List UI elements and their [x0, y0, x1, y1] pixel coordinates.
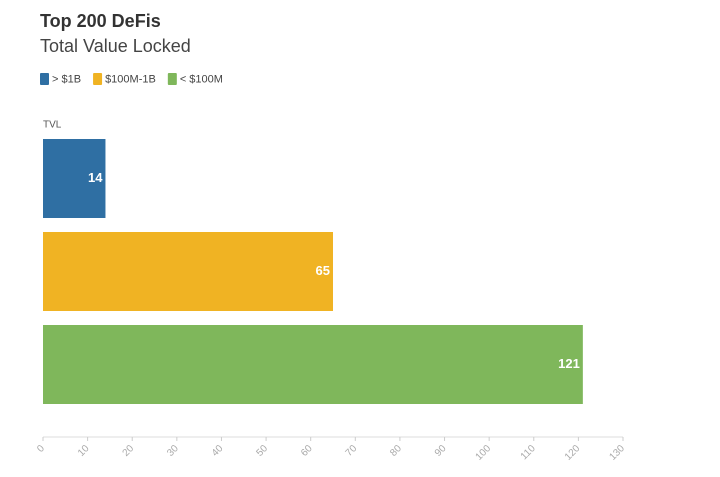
x-tick-label: 120: [563, 443, 583, 463]
x-tick-label: 110: [519, 443, 538, 462]
chart-title: Top 200 DeFis: [40, 11, 161, 31]
x-tick-label: 20: [121, 443, 137, 459]
legend-swatch: [167, 73, 177, 85]
legend-label: < $100M: [180, 73, 223, 85]
x-tick-label: 50: [254, 443, 270, 459]
x-tick-label: 80: [388, 443, 404, 459]
x-tick-label: 10: [76, 443, 92, 459]
chart-subtitle: Total Value Locked: [40, 36, 191, 56]
legend-swatch: [40, 73, 49, 85]
legend-swatch: [93, 73, 103, 85]
x-tick-label: 100: [474, 443, 494, 463]
bar: [43, 232, 333, 311]
legend-label: > $1B: [52, 73, 81, 85]
x-tick-label: 90: [433, 443, 449, 459]
x-tick-label: 60: [299, 443, 315, 459]
category-label: TVL: [43, 120, 62, 131]
value-label: 14: [88, 170, 103, 185]
x-tick-label: 0: [35, 443, 47, 455]
legend-label: $100M-1B: [105, 73, 156, 85]
x-tick-label: 30: [165, 443, 181, 459]
bar: [43, 139, 106, 218]
x-tick-label: 70: [344, 443, 360, 459]
value-label: 121: [558, 356, 580, 371]
x-tick-label: 130: [607, 443, 627, 463]
value-label: 65: [316, 263, 330, 278]
x-tick-label: 40: [210, 443, 226, 459]
bar: [43, 325, 583, 404]
